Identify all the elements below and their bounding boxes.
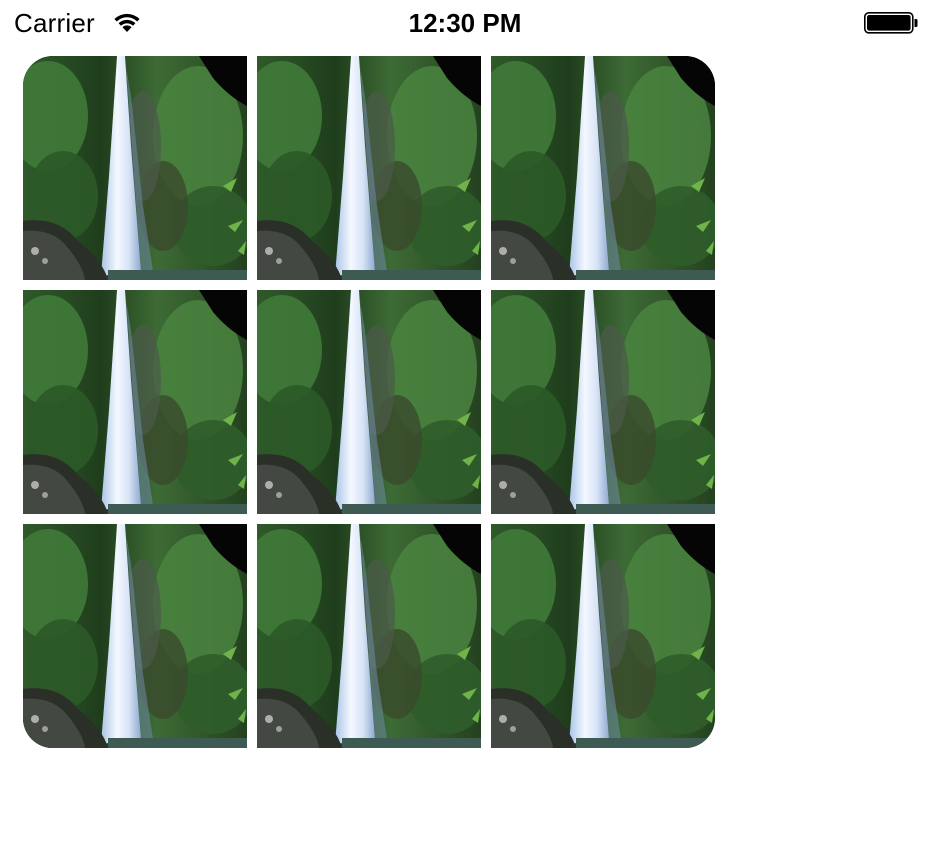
waterfall-photo (23, 524, 247, 748)
grid-tile-7[interactable] (23, 524, 247, 748)
grid-tile-4[interactable] (23, 290, 247, 514)
waterfall-photo (491, 56, 715, 280)
waterfall-photo (257, 524, 481, 748)
waterfall-photo (23, 290, 247, 514)
grid-tile-9[interactable] (491, 524, 715, 748)
carrier-label: Carrier (14, 8, 95, 38)
waterfall-photo (23, 56, 247, 280)
waterfall-photo (491, 290, 715, 514)
image-grid (23, 56, 715, 748)
wifi-icon (114, 13, 140, 32)
waterfall-photo (257, 56, 481, 280)
battery-icon (864, 12, 918, 34)
grid-tile-5[interactable] (257, 290, 481, 514)
status-bar: Carrier 12:30 PM (0, 0, 930, 46)
waterfall-photo (257, 290, 481, 514)
grid-tile-3[interactable] (491, 56, 715, 280)
status-time: 12:30 PM (408, 8, 522, 38)
waterfall-photo (491, 524, 715, 748)
grid-tile-2[interactable] (257, 56, 481, 280)
grid-tile-1[interactable] (23, 56, 247, 280)
grid-tile-6[interactable] (491, 290, 715, 514)
grid-tile-8[interactable] (257, 524, 481, 748)
